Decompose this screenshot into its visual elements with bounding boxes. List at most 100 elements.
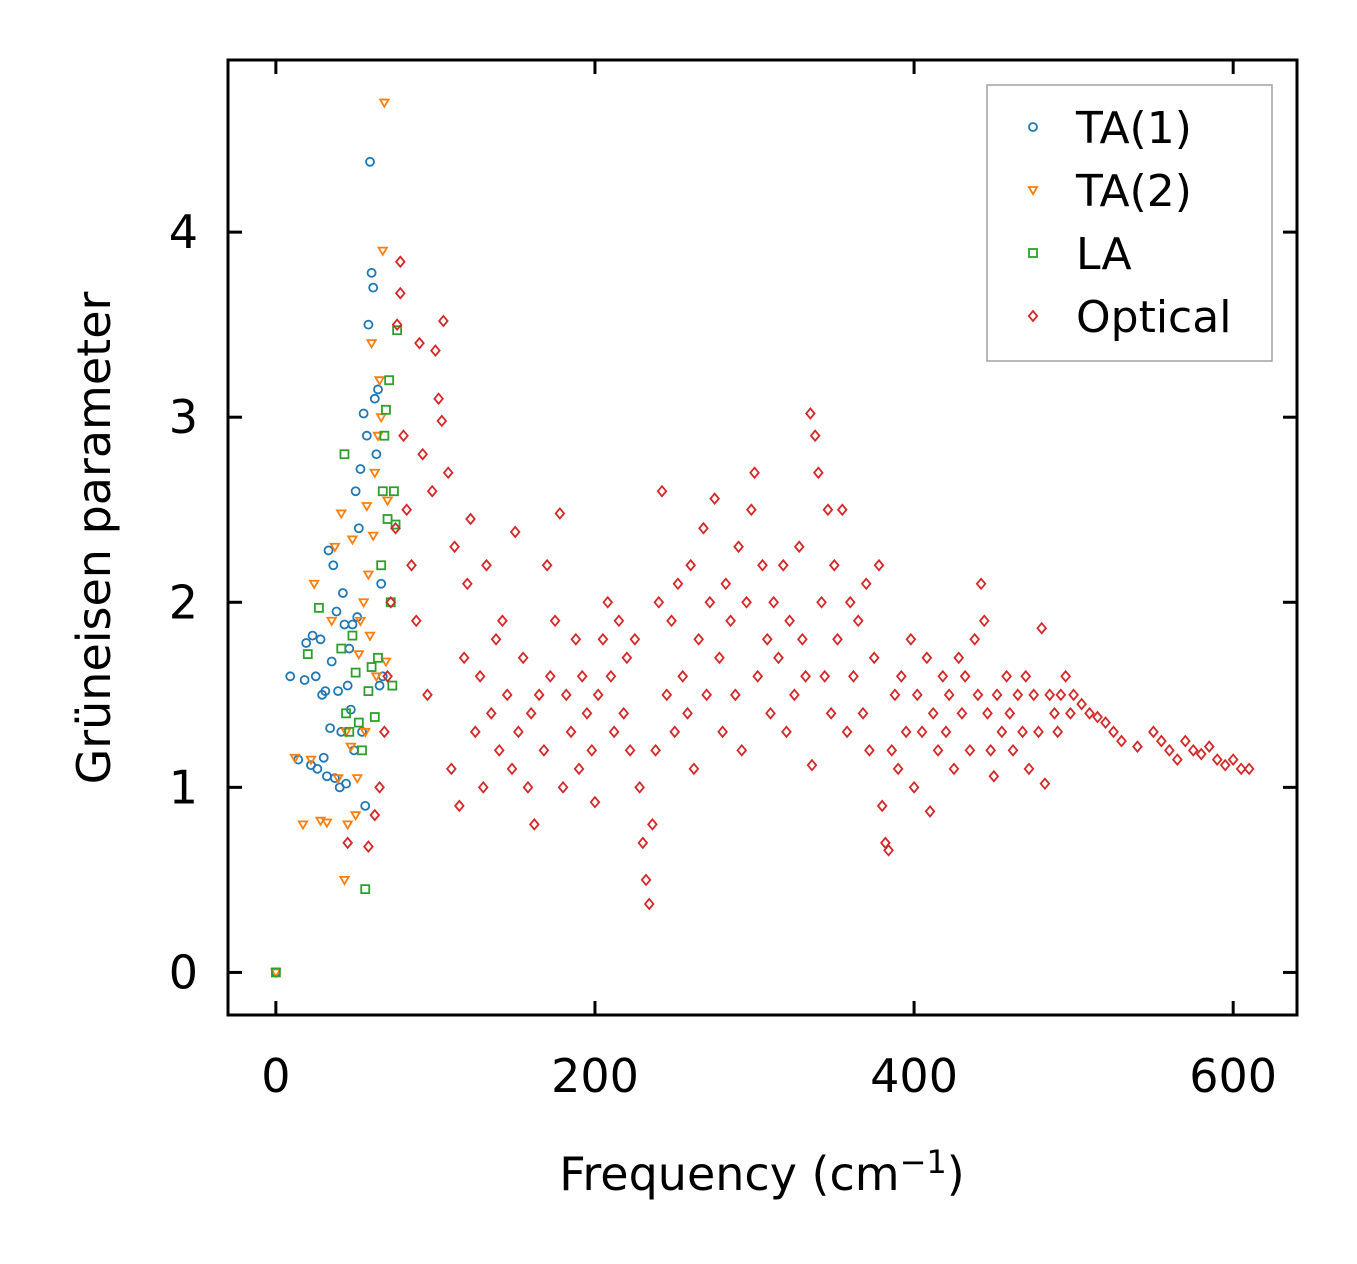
y-tick-label: 1 bbox=[169, 760, 198, 814]
x-axis: 0 200 400 600 bbox=[261, 60, 1277, 1103]
data-point bbox=[369, 468, 381, 479]
data-point bbox=[363, 319, 374, 330]
data-point bbox=[544, 669, 556, 683]
data-point bbox=[382, 669, 393, 683]
data-point bbox=[367, 531, 379, 542]
data-point bbox=[369, 393, 380, 404]
data-point bbox=[326, 656, 337, 667]
data-point bbox=[1049, 706, 1060, 720]
data-point bbox=[310, 671, 321, 682]
data-point bbox=[565, 725, 577, 739]
data-point bbox=[956, 706, 968, 720]
data-point bbox=[797, 632, 808, 646]
data-point bbox=[661, 688, 673, 702]
data-point bbox=[773, 651, 784, 665]
data-point bbox=[1084, 706, 1095, 720]
data-point bbox=[333, 686, 343, 697]
plot-area bbox=[270, 98, 1255, 979]
series-optical bbox=[342, 255, 1255, 911]
data-point bbox=[382, 514, 393, 524]
data-point bbox=[360, 800, 371, 811]
data-point bbox=[368, 282, 379, 293]
data-point bbox=[398, 429, 409, 443]
data-point bbox=[996, 725, 1008, 739]
data-point bbox=[481, 558, 492, 572]
data-point bbox=[329, 773, 340, 784]
data-point bbox=[560, 688, 572, 702]
legend-marker bbox=[1027, 309, 1039, 323]
data-point bbox=[629, 632, 641, 646]
data-point bbox=[371, 449, 382, 460]
data-point bbox=[430, 344, 441, 357]
data-point bbox=[1156, 734, 1167, 748]
data-point bbox=[709, 492, 721, 506]
data-point bbox=[359, 727, 371, 738]
data-point bbox=[469, 725, 481, 739]
data-point bbox=[332, 774, 344, 785]
data-point bbox=[353, 717, 364, 728]
data-point bbox=[315, 634, 326, 645]
data-point bbox=[736, 743, 748, 757]
data-point bbox=[816, 595, 827, 609]
data-point bbox=[1108, 725, 1119, 739]
data-point bbox=[339, 449, 350, 460]
data-point bbox=[733, 540, 744, 554]
legend-marker bbox=[1028, 122, 1038, 132]
data-point bbox=[964, 743, 976, 757]
data-point bbox=[353, 523, 364, 534]
data-point bbox=[364, 631, 376, 642]
data-point bbox=[541, 558, 553, 572]
data-point bbox=[360, 884, 371, 895]
data-point bbox=[1055, 688, 1067, 702]
data-point bbox=[806, 758, 818, 772]
data-point bbox=[841, 725, 853, 739]
data-point bbox=[336, 643, 347, 654]
data-point bbox=[982, 706, 993, 720]
data-point bbox=[924, 805, 936, 818]
data-point bbox=[656, 484, 668, 498]
data-point bbox=[361, 502, 373, 513]
data-point bbox=[436, 414, 448, 428]
data-point bbox=[784, 614, 795, 628]
data-point bbox=[825, 706, 837, 720]
data-point bbox=[988, 769, 1000, 783]
data-point bbox=[501, 688, 513, 702]
legend-marker bbox=[1027, 186, 1039, 196]
data-point bbox=[602, 595, 614, 609]
data-point bbox=[357, 726, 367, 737]
data-point bbox=[916, 725, 928, 739]
data-point bbox=[693, 632, 705, 646]
data-point bbox=[339, 619, 350, 630]
data-point bbox=[1195, 747, 1207, 761]
data-point bbox=[666, 614, 677, 628]
data-point bbox=[985, 743, 997, 757]
data-point bbox=[1219, 758, 1231, 772]
data-point bbox=[1017, 725, 1028, 739]
x-tick-label: 600 bbox=[1189, 1049, 1277, 1103]
data-point bbox=[353, 650, 365, 661]
data-point bbox=[308, 579, 320, 590]
data-point bbox=[892, 762, 904, 776]
data-point bbox=[828, 558, 840, 572]
data-point bbox=[848, 669, 859, 683]
data-point bbox=[354, 616, 367, 627]
data-point bbox=[1007, 743, 1019, 757]
data-point bbox=[380, 657, 392, 668]
data-point bbox=[350, 486, 361, 497]
data-point bbox=[374, 780, 385, 794]
data-point bbox=[573, 762, 585, 776]
data-point bbox=[637, 836, 649, 850]
legend: TA(1) TA(2) LA Optical bbox=[986, 84, 1273, 362]
data-point bbox=[417, 447, 429, 461]
data-point bbox=[289, 753, 301, 764]
data-point bbox=[1033, 725, 1044, 739]
data-point bbox=[365, 156, 375, 167]
data-point bbox=[341, 820, 354, 831]
data-point bbox=[1052, 725, 1064, 739]
data-point bbox=[325, 616, 338, 627]
data-point bbox=[321, 818, 333, 829]
data-point bbox=[346, 535, 359, 546]
data-point bbox=[376, 560, 387, 571]
data-point bbox=[361, 430, 372, 441]
data-point bbox=[357, 598, 370, 609]
